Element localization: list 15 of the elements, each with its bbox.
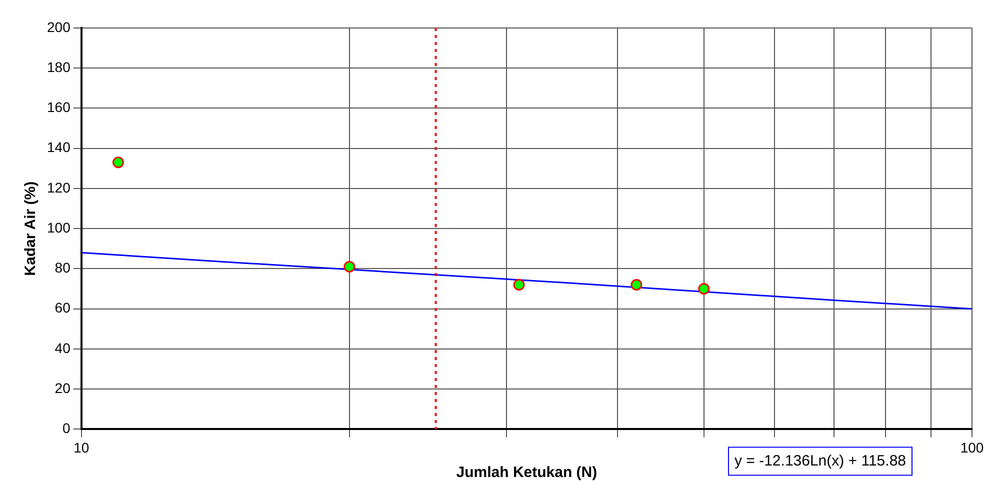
y-tick-label: 140 [47,139,71,156]
text: y = -12.136Ln(x) + 115.88 [734,452,906,470]
x-axis-title: Jumlah Ketukan (N) [456,464,598,482]
y-tick-label: 60 [54,300,71,316]
y-tick-label: 180 [47,58,71,75]
y-tick-label: 200 [47,18,71,35]
y-axis-title: Kadar Air (%) [22,181,40,276]
y-tick-label: 120 [47,179,71,196]
y-tick-label: 100 [47,219,71,236]
y-tick-label: 40 [54,340,71,356]
y-tick-label: 0 [62,420,71,436]
y-tick-label: 20 [54,380,71,396]
y-tick-label: 160 [47,99,71,116]
x-tick-label: 10 [74,439,90,456]
y-tick-label: 80 [54,260,71,276]
